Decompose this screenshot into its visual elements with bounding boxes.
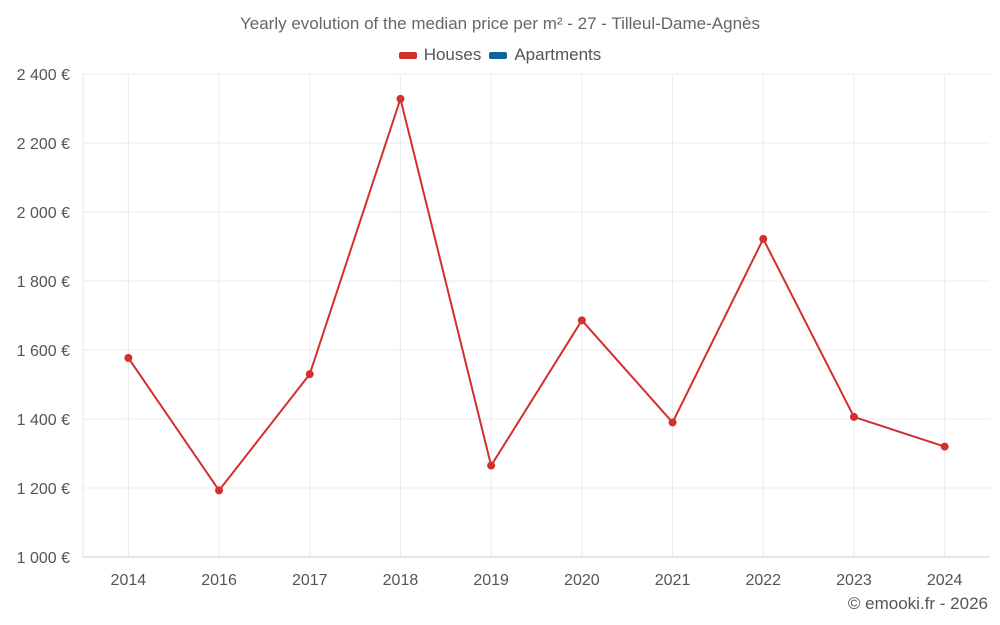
data-point-houses[interactable] xyxy=(305,370,314,379)
legend-label-houses: Houses xyxy=(423,45,482,64)
x-tick-label: 2020 xyxy=(564,572,600,589)
y-tick-label: 1 400 € xyxy=(17,412,70,429)
y-axis-tick-labels: 1 000 € 1 200 € 1 400 € 1 600 € 1 800 € 2 000… xyxy=(17,67,70,567)
credit-text: © emooki.fr - 2026 xyxy=(847,594,988,613)
data-point-houses[interactable] xyxy=(215,486,224,495)
data-point-houses[interactable] xyxy=(940,442,949,451)
y-tick-label: 1 000 € xyxy=(17,550,70,567)
series-line-houses xyxy=(127,97,945,492)
data-point-houses[interactable] xyxy=(124,353,133,362)
y-tick-label: 2 000 € xyxy=(17,205,70,222)
grid-lines xyxy=(83,73,990,557)
y-tick-label: 2 400 € xyxy=(17,67,70,84)
series-layer xyxy=(124,94,949,495)
x-tick-label: 2017 xyxy=(292,572,328,589)
x-tick-label: 2014 xyxy=(111,572,147,589)
data-point-houses[interactable] xyxy=(487,461,496,470)
axes xyxy=(82,74,990,558)
x-tick-label: 2019 xyxy=(473,572,509,589)
y-tick-label: 1 200 € xyxy=(17,481,70,498)
legend-item-apartments[interactable]: Apartments xyxy=(489,45,601,65)
legend: Houses Apartments xyxy=(0,45,1000,65)
x-tick-label: 2023 xyxy=(836,572,872,589)
legend-item-houses[interactable]: Houses xyxy=(398,45,482,65)
y-tick-label: 2 200 € xyxy=(17,136,70,153)
x-tick-label: 2021 xyxy=(655,572,691,589)
data-point-houses[interactable] xyxy=(396,94,405,103)
y-tick-label: 1 600 € xyxy=(17,343,70,360)
legend-swatch-houses xyxy=(398,51,417,59)
data-point-houses[interactable] xyxy=(668,418,677,427)
chart-title: Yearly evolution of the median price per… xyxy=(239,14,760,33)
x-tick-label: 2022 xyxy=(745,572,781,589)
data-point-houses[interactable] xyxy=(759,234,768,243)
legend-label-apartments: Apartments xyxy=(514,45,602,64)
data-point-houses[interactable] xyxy=(577,316,586,325)
y-tick-label: 1 800 € xyxy=(17,274,70,291)
data-point-houses[interactable] xyxy=(849,412,858,421)
x-tick-label: 2016 xyxy=(201,572,237,589)
x-tick-label: 2024 xyxy=(927,572,963,589)
x-axis-tick-labels: 2014 2016 2017 2018 2019 2020 2021 2022 2023 2024 xyxy=(111,572,963,589)
x-tick-label: 2018 xyxy=(383,572,419,589)
legend-swatch-apartments xyxy=(489,51,508,59)
